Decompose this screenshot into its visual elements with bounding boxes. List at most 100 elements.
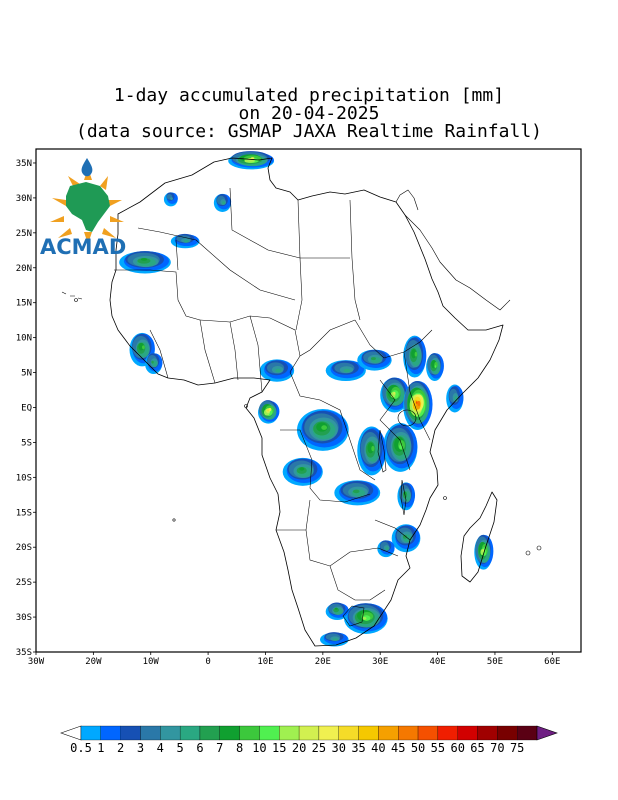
x-tick-label: 20W — [85, 657, 102, 667]
y-tick-label: 35S — [16, 648, 32, 658]
x-tick-label: 60E — [544, 657, 560, 667]
rain-cell-nigeria-cameroon — [275, 368, 282, 373]
rain-cell-south-africa-cape — [333, 638, 338, 641]
colorbar-label: 35 — [351, 741, 365, 755]
colorbar-label: 75 — [510, 741, 524, 755]
border-line — [403, 351, 431, 441]
rain-cell-madagascar-east — [482, 549, 485, 552]
colorbar-label: 8 — [236, 741, 243, 755]
rain-cell-drc-east — [371, 445, 375, 452]
rain-cell-sudan-south — [370, 357, 376, 361]
rain-cell-zambia — [352, 489, 360, 494]
colorbar-swatch — [517, 725, 538, 741]
border-line — [229, 321, 239, 381]
rain-cell-mozambique-central — [402, 534, 408, 539]
st-helena — [172, 518, 176, 522]
colorbar-swatch — [259, 725, 280, 741]
colorbar-swatch — [417, 725, 439, 741]
lake-tanganyika — [377, 429, 387, 473]
colorbar-label: 40 — [371, 741, 385, 755]
colorbar-swatch — [120, 725, 141, 741]
colorbar-swatch — [318, 725, 339, 741]
logo-sun-rays-icon — [50, 168, 124, 244]
africa-coastline — [109, 157, 504, 647]
colorbar-label: 1 — [97, 741, 104, 755]
colorbar-label: 65 — [470, 741, 484, 755]
rain-cell-gabon-coast — [268, 407, 272, 412]
border-line — [249, 315, 263, 393]
border-line — [379, 379, 411, 471]
colorbar-swatch — [239, 725, 260, 741]
country-borders — [114, 187, 433, 627]
colorbar-swatch — [497, 725, 518, 741]
colorbar-label: 3 — [137, 741, 144, 755]
x-tick-label: 10E — [257, 657, 273, 667]
border-line — [349, 199, 361, 321]
madagascar-coastline — [460, 491, 498, 583]
rain-cell-sahara-band-west — [140, 257, 148, 261]
border-line — [280, 429, 371, 503]
colorbar-swatch — [298, 725, 320, 741]
x-tick-label: 20E — [315, 657, 331, 667]
y-tick-label: 15S — [16, 508, 32, 518]
colorbar-legend: 0.5 1 2 3 4 5 6 7 8 10 15 20 25 30 35 40 45 50 55 60 65 70 75 — [60, 725, 558, 755]
map-title-line-3: (data source: GSMAP JAXA Realtime Rainfa… — [76, 121, 542, 142]
rain-cell-ethiopia-west — [414, 351, 418, 357]
border-line — [195, 239, 296, 301]
map-title-line-1: 1-day accumulated precipitation [mm] — [113, 85, 505, 106]
rain-cell-south-africa-west — [333, 608, 340, 613]
reunion — [536, 545, 542, 551]
x-tick-label: 40E — [429, 657, 445, 667]
colorbar-label: 0.5 — [70, 741, 92, 755]
colorbar-label: 5 — [177, 741, 184, 755]
rain-cell-liberia-coast — [151, 360, 154, 364]
colorbar-label: 2 — [117, 741, 124, 755]
colorbar-label: 10 — [252, 741, 266, 755]
map-title-line-2: on 20-04-2025 — [238, 103, 380, 124]
mauritius — [525, 550, 531, 556]
colorbar-label: 4 — [157, 741, 164, 755]
colorbar-under-triangle — [60, 725, 82, 741]
y-tick-label: 30N — [16, 194, 32, 204]
rain-cell-gabon-coast — [267, 409, 269, 412]
colorbar-swatch — [140, 725, 161, 741]
sao-tome — [244, 404, 248, 408]
border-line — [305, 499, 311, 531]
y-tick-label: 10S — [16, 473, 32, 483]
rain-cell-angola-north — [299, 467, 305, 471]
border-line — [199, 315, 301, 357]
rain-cell-central-african-rep — [343, 368, 351, 373]
colorbar-swatch — [437, 725, 458, 741]
colorbar-label: 60 — [450, 741, 464, 755]
y-tick-label: 5N — [21, 369, 32, 379]
colorbar-swatch — [100, 725, 121, 741]
y-tick-label: 30S — [16, 613, 32, 623]
rain-cell-ethiopia-east — [434, 365, 437, 368]
rain-cell-congo-basin — [321, 425, 327, 430]
colorbar-swatch — [477, 725, 498, 741]
border-line — [199, 319, 216, 384]
colorbar-label: 6 — [196, 741, 203, 755]
arabia-edge — [404, 214, 511, 311]
sinai-edge — [395, 189, 419, 211]
rain-cell-kenya-highlands — [415, 401, 418, 404]
lakes — [377, 409, 417, 516]
colorbar-label: 70 — [490, 741, 504, 755]
border-line — [329, 565, 386, 601]
colorbar-label: 30 — [332, 741, 346, 755]
colorbar-label: 50 — [411, 741, 425, 755]
colorbar-label: 15 — [272, 741, 286, 755]
border-line — [149, 329, 169, 379]
lake-victoria — [397, 409, 417, 427]
longitude-axis: 30W 20W 10W 0 10E 20E 30E 40E 50E 60E — [28, 652, 560, 667]
canary-islands — [61, 291, 83, 300]
border-line — [289, 319, 356, 373]
acmad-logo: ACMAD — [40, 158, 126, 259]
border-line — [354, 319, 433, 359]
colorbar-over-triangle — [536, 725, 558, 741]
rain-cell-tunisia-algeria-coast — [250, 157, 255, 159]
colorbar-swatch — [279, 725, 300, 741]
y-tick-label: 25S — [16, 578, 32, 588]
latitude-axis: 35N 30N 25N 20N 15N 10N 5N EQ 5S 10S 15S 20S 25S 30S 3… — [16, 159, 36, 658]
rain-cell-kenya-highlands — [417, 400, 421, 407]
